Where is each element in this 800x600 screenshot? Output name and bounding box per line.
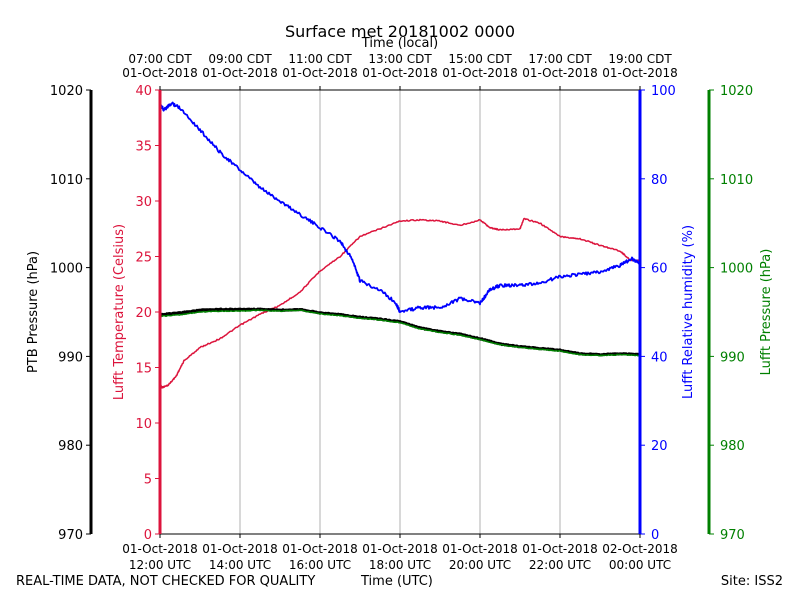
- y-tick-label: 20: [651, 439, 668, 454]
- bottom-tick-label-time: 18:00 UTC: [369, 558, 431, 572]
- top-tick-label-time: 15:00 CDT: [448, 52, 512, 66]
- bottom-tick-label-date: 02-Oct-2018: [602, 542, 678, 556]
- temperature-axis-label: Lufft Temperature (Celsius): [112, 224, 127, 400]
- bottom-tick-label-date: 01-Oct-2018: [522, 542, 598, 556]
- y-tick-label: 990: [720, 350, 745, 365]
- top-tick-label-time: 17:00 CDT: [528, 52, 592, 66]
- bottom-tick-label-date: 01-Oct-2018: [442, 542, 518, 556]
- y-tick-label: 60: [651, 262, 668, 277]
- top-axis-label: Time (local): [361, 36, 438, 51]
- y-tick-label: 40: [651, 350, 668, 365]
- chart-title: Surface met 20181002 0000: [285, 22, 515, 41]
- bottom-tick-label-time: 16:00 UTC: [289, 558, 351, 572]
- y-tick-label: 40: [135, 84, 152, 99]
- top-tick-label-date: 01-Oct-2018: [442, 66, 518, 80]
- y-tick-label: 10: [135, 417, 152, 432]
- top-tick-label-date: 01-Oct-2018: [522, 66, 598, 80]
- y-tick-label: 15: [135, 362, 152, 377]
- y-tick-label: 1010: [50, 173, 83, 188]
- site-label: Site: ISS2: [720, 574, 783, 589]
- y-tick-label: 30: [135, 195, 152, 210]
- top-tick-label-time: 09:00 CDT: [208, 52, 272, 66]
- y-tick-label: 1000: [50, 262, 83, 277]
- y-tick-label: 970: [720, 528, 745, 543]
- top-tick-label-date: 01-Oct-2018: [362, 66, 438, 80]
- series-line-humidity: [159, 101, 641, 313]
- y-tick-label: 1020: [720, 84, 753, 99]
- y-tick-label: 20: [135, 306, 152, 321]
- bottom-tick-label-time: 00:00 UTC: [609, 558, 671, 572]
- series-line-temperature: [159, 217, 641, 389]
- top-tick-label-date: 01-Oct-2018: [602, 66, 678, 80]
- y-tick-label: 1020: [50, 84, 83, 99]
- lufft-pressure-axis-label: Lufft Pressure (hPa): [759, 249, 774, 376]
- bottom-tick-label-time: 22:00 UTC: [529, 558, 591, 572]
- y-tick-label: 1000: [720, 262, 753, 277]
- y-tick-label: 1010: [720, 173, 753, 188]
- top-tick-label-date: 01-Oct-2018: [122, 66, 198, 80]
- bottom-tick-label-date: 01-Oct-2018: [282, 542, 358, 556]
- y-tick-label: 35: [135, 140, 152, 155]
- y-tick-label: 980: [720, 439, 745, 454]
- y-tick-label: 100: [651, 84, 676, 99]
- top-tick-label-time: 11:00 CDT: [288, 52, 352, 66]
- bottom-tick-label-time: 12:00 UTC: [129, 558, 191, 572]
- y-tick-label: 0: [144, 528, 152, 543]
- bottom-tick-label-time: 14:00 UTC: [209, 558, 271, 572]
- y-tick-label: 25: [135, 251, 152, 266]
- y-tick-label: 5: [144, 473, 152, 488]
- series-line-lufft-pressure: [159, 309, 641, 357]
- series-line-ptb-pressure: [159, 307, 641, 357]
- top-tick-label-time: 19:00 CDT: [608, 52, 672, 66]
- bottom-tick-label-date: 01-Oct-2018: [122, 542, 198, 556]
- humidity-axis-label: Lufft Relative humidity (%): [681, 225, 696, 399]
- y-tick-label: 990: [58, 350, 83, 365]
- top-tick-label-time: 13:00 CDT: [368, 52, 432, 66]
- ptb-pressure-axis-label: PTB Pressure (hPa): [26, 251, 41, 373]
- bottom-tick-label-time: 20:00 UTC: [449, 558, 511, 572]
- data-quality-notice: REAL-TIME DATA, NOT CHECKED FOR QUALITY: [16, 574, 316, 589]
- top-tick-label-date: 01-Oct-2018: [282, 66, 358, 80]
- top-tick-label-date: 01-Oct-2018: [202, 66, 278, 80]
- top-tick-label-time: 07:00 CDT: [128, 52, 192, 66]
- bottom-tick-label-date: 01-Oct-2018: [362, 542, 438, 556]
- y-tick-label: 0: [651, 528, 659, 543]
- y-tick-label: 970: [58, 528, 83, 543]
- y-tick-label: 80: [651, 173, 668, 188]
- x-axis-label: Time (UTC): [361, 574, 433, 589]
- bottom-tick-label-date: 01-Oct-2018: [202, 542, 278, 556]
- y-tick-label: 980: [58, 439, 83, 454]
